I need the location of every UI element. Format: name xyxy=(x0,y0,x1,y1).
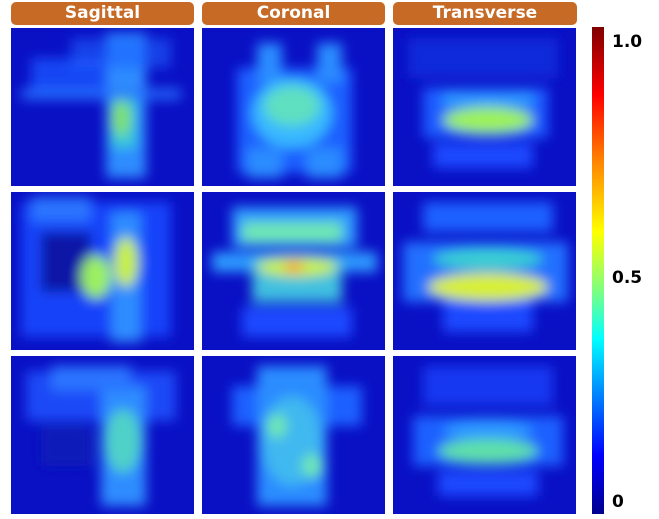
header-coronal: Coronal xyxy=(202,2,385,25)
heatmap-row2-transverse xyxy=(393,192,576,350)
heatmap-row3-sagittal xyxy=(11,356,194,514)
colorbar-min-label: 0 xyxy=(612,492,624,512)
heatmap-row2-coronal xyxy=(202,192,385,350)
colorbar-mid-label: 0.5 xyxy=(612,268,643,288)
heatmap-row2-sagittal xyxy=(11,192,194,350)
colorbar-max-label: 1.0 xyxy=(612,32,643,52)
heatmap-row3-coronal xyxy=(202,356,385,514)
colorbar xyxy=(592,27,604,514)
header-transverse: Transverse xyxy=(393,2,577,25)
heatmap-row1-transverse xyxy=(393,28,576,186)
heatmap-row3-transverse xyxy=(393,356,576,514)
heatmap-row1-sagittal xyxy=(11,28,194,186)
header-sagittal: Sagittal xyxy=(11,2,194,25)
heatmap-row1-coronal xyxy=(202,28,385,186)
